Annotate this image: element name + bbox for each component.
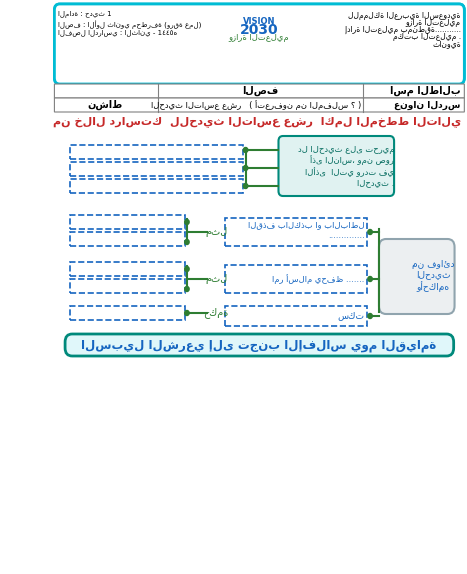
Bar — [70, 306, 185, 320]
Text: VISION: VISION — [243, 17, 275, 26]
Text: اسم الطالب: اسم الطالب — [390, 86, 461, 96]
Circle shape — [184, 239, 189, 245]
FancyBboxPatch shape — [55, 84, 464, 98]
Text: حكمة: حكمة — [204, 308, 229, 319]
FancyBboxPatch shape — [379, 239, 454, 314]
Text: الحديث التاسع عشر   ( أتعرفون من المفلس ؟ ): الحديث التاسع عشر ( أتعرفون من المفلس ؟ … — [151, 100, 361, 110]
Bar — [70, 262, 185, 276]
Bar — [225, 218, 368, 246]
Bar — [225, 306, 368, 326]
Text: نشاط: نشاط — [87, 100, 123, 110]
Text: ثانوية: ثانوية — [432, 39, 461, 48]
Text: القذف بالكذب او بالباطل
..............: القذف بالكذب او بالباطل .............. — [248, 220, 365, 240]
Text: مثل: مثل — [205, 274, 227, 284]
FancyBboxPatch shape — [55, 98, 464, 112]
Text: للمملكة العربية السعودية: للمملكة العربية السعودية — [348, 11, 461, 20]
Circle shape — [368, 230, 372, 235]
Bar — [225, 265, 368, 293]
FancyBboxPatch shape — [55, 4, 464, 84]
Text: سكت: سكت — [338, 312, 365, 320]
Circle shape — [368, 277, 372, 281]
Text: عنوان الدرس: عنوان الدرس — [395, 100, 461, 110]
Text: السبيل الشرعي إلى تجنب الإفلاس يوم القيامة: السبيل الشرعي إلى تجنب الإفلاس يوم القيا… — [81, 339, 437, 351]
Text: من فوائد
الحديث
وأحكامه: من فوائد الحديث وأحكامه — [412, 260, 454, 292]
FancyBboxPatch shape — [55, 4, 464, 84]
Text: المادة : حديث 1: المادة : حديث 1 — [58, 11, 112, 18]
Circle shape — [243, 148, 248, 153]
Bar — [70, 179, 243, 193]
Circle shape — [184, 311, 189, 316]
Circle shape — [184, 286, 189, 292]
Text: مكتب التعليم .: مكتب التعليم . — [393, 32, 461, 41]
Text: الفصل الدراسي : الثاني - 1٤٤٥ه: الفصل الدراسي : الثاني - 1٤٤٥ه — [58, 29, 177, 36]
Text: الصف : الأول ثانوي محطرفة (ورقة عمل): الصف : الأول ثانوي محطرفة (ورقة عمل) — [58, 20, 201, 29]
Circle shape — [368, 313, 372, 319]
Text: مثل: مثل — [205, 227, 227, 237]
Circle shape — [243, 184, 248, 188]
Text: دل الحديث على تحريم
أذى الناس، ومن صور
الأذى  التي وردت في
الحديث .: دل الحديث على تحريم أذى الناس، ومن صور ا… — [297, 145, 394, 187]
Bar — [70, 145, 243, 159]
Text: من خلال دراستك  للحديث التاسع عشر  اكمل المخطط التالي: من خلال دراستك للحديث التاسع عشر اكمل ال… — [52, 117, 461, 127]
Bar — [70, 279, 185, 293]
FancyBboxPatch shape — [278, 136, 394, 196]
Text: وزارة التعليم: وزارة التعليم — [229, 33, 289, 42]
Bar — [70, 232, 185, 246]
Text: الصف: الصف — [242, 86, 279, 96]
Bar — [70, 215, 185, 229]
Text: إدارة التعليم بمنطقة...........: إدارة التعليم بمنطقة........... — [345, 25, 461, 34]
Circle shape — [184, 266, 189, 272]
Circle shape — [184, 219, 189, 224]
Circle shape — [243, 165, 248, 170]
Bar — [70, 162, 243, 176]
Text: امر أسلام يحفظ .......: امر أسلام يحفظ ....... — [272, 274, 365, 284]
Text: وزارة التعليم: وزارة التعليم — [406, 18, 461, 27]
Text: 2030: 2030 — [240, 23, 278, 37]
FancyBboxPatch shape — [65, 334, 453, 356]
